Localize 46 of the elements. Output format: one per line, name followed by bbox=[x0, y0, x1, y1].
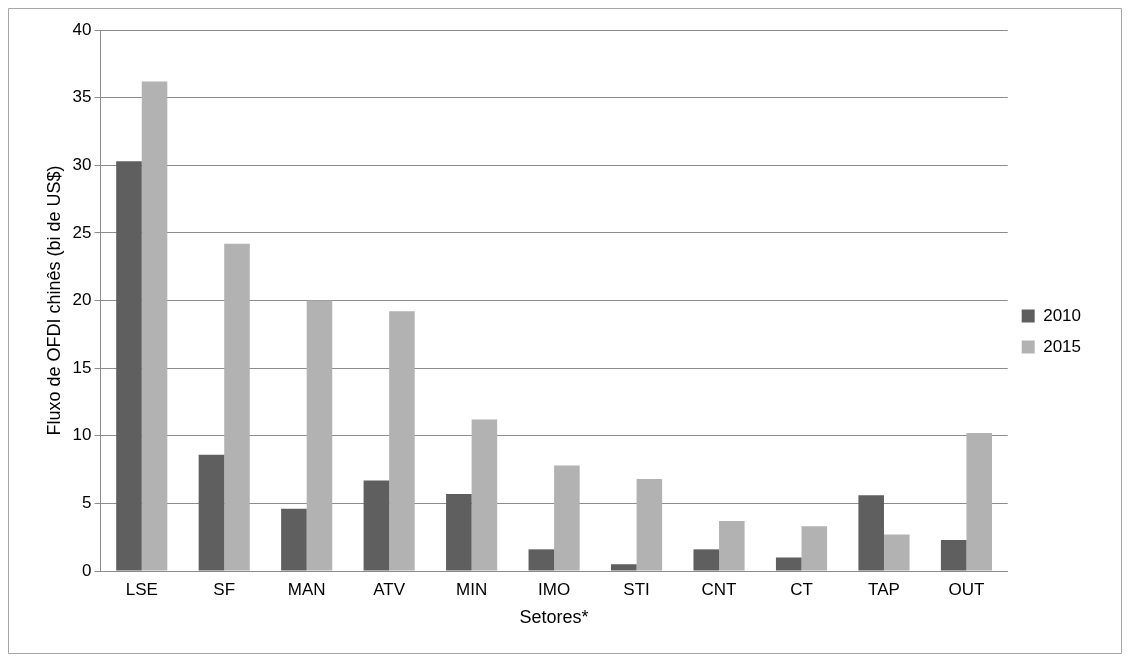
legend-label: 2015 bbox=[1043, 336, 1082, 356]
y-tick-label: 20 bbox=[72, 290, 92, 310]
y-tick-label: 25 bbox=[72, 222, 92, 242]
x-tick-label: CNT bbox=[701, 579, 737, 599]
y-tick-label: 15 bbox=[72, 357, 92, 377]
x-tick-label: OUT bbox=[948, 579, 985, 599]
bar bbox=[801, 526, 828, 571]
bar bbox=[281, 508, 307, 571]
bar bbox=[306, 300, 333, 571]
y-axis-title: Fluxo de OFDI chinês (bi de US$) bbox=[43, 165, 64, 436]
bar bbox=[693, 549, 720, 571]
x-tick-label: STI bbox=[623, 579, 650, 599]
bar bbox=[883, 534, 910, 571]
bar bbox=[528, 549, 555, 571]
y-tick-label: 40 bbox=[72, 19, 92, 39]
y-tick-label: 35 bbox=[72, 87, 92, 107]
bar bbox=[719, 520, 745, 571]
x-tick-label: MIN bbox=[456, 579, 488, 599]
bar bbox=[116, 161, 142, 571]
x-tick-label: LSE bbox=[125, 579, 158, 599]
bar bbox=[636, 479, 663, 571]
legend-label: 2010 bbox=[1043, 305, 1082, 325]
x-tick-label: TAP bbox=[868, 579, 900, 599]
y-tick-label: 0 bbox=[82, 560, 92, 580]
bar bbox=[966, 433, 993, 571]
x-tick-label: SF bbox=[213, 579, 236, 599]
x-axis-title: Setores* bbox=[519, 607, 589, 628]
bar bbox=[224, 243, 250, 571]
bar bbox=[389, 311, 415, 571]
bar bbox=[611, 564, 637, 571]
x-tick-label: IMO bbox=[538, 579, 571, 599]
bar bbox=[554, 465, 580, 571]
x-tick-label: ATV bbox=[373, 579, 406, 599]
bar bbox=[775, 557, 802, 571]
x-tick-label: MAN bbox=[287, 579, 326, 599]
bar bbox=[446, 493, 472, 571]
y-tick-label: 10 bbox=[72, 425, 92, 445]
y-tick-label: 5 bbox=[82, 493, 92, 513]
bar bbox=[198, 454, 225, 571]
y-tick-label: 30 bbox=[72, 154, 92, 174]
bar bbox=[858, 495, 884, 571]
bar bbox=[471, 419, 498, 571]
x-tick-label: CT bbox=[790, 579, 813, 599]
bar bbox=[141, 81, 168, 571]
bar bbox=[363, 480, 390, 571]
bar bbox=[940, 539, 967, 571]
